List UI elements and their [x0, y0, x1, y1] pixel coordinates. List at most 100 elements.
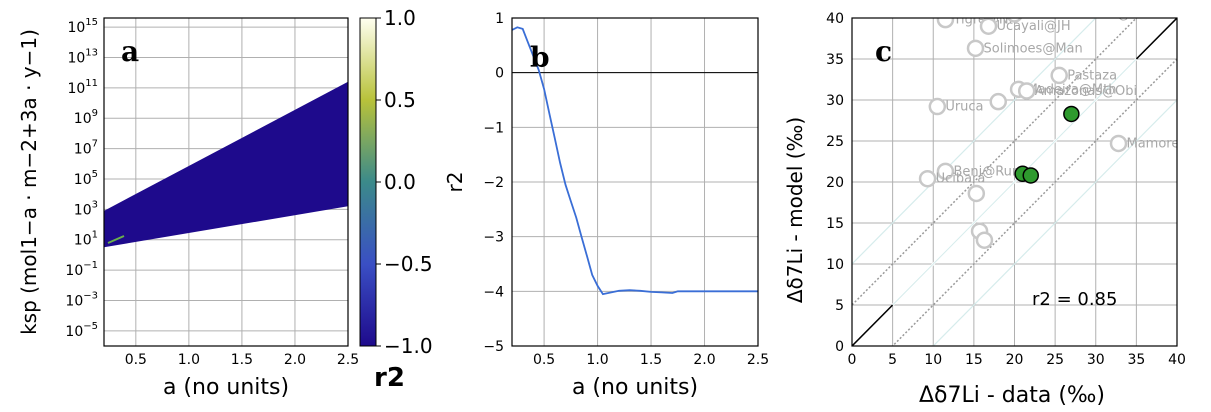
y-tick-label: 0 — [495, 66, 504, 82]
grey-point — [1006, 18, 1023, 23]
reference-line-faint — [892, 58, 1137, 306]
x-tick-label: 1.5 — [640, 352, 662, 368]
green-point — [1063, 105, 1080, 123]
x-tick-label: 10 — [924, 352, 942, 368]
grey-point — [936, 162, 955, 181]
grey-point — [979, 18, 998, 35]
y-tick-label: −4 — [483, 284, 504, 300]
x-tick-label: 20 — [1006, 352, 1024, 368]
grey-point — [975, 231, 994, 249]
heatmap-band — [104, 81, 348, 248]
grey-point — [936, 18, 955, 29]
grey-point — [970, 1, 985, 16]
grey-point — [989, 92, 1007, 111]
y-tick-label: 35 — [826, 52, 844, 68]
point-label: Mamore — [1127, 136, 1180, 151]
x-tick-label: 0.5 — [533, 352, 555, 368]
x-tick-label: 30 — [1087, 352, 1105, 368]
grey-point — [1109, 134, 1128, 153]
point-label: Ucibara — [936, 172, 986, 187]
x-tick-label: 5 — [888, 352, 897, 368]
x-tick-label: 0.5 — [125, 352, 147, 368]
y-tick-label: 30 — [826, 93, 844, 109]
green-point — [1022, 167, 1039, 184]
x-tick-label: 35 — [1127, 352, 1145, 368]
panel-c-frame — [851, 17, 1178, 347]
y-tick-label: 1015 — [67, 17, 98, 36]
x-tick-label: 2.5 — [337, 352, 359, 368]
panel-a-letter: a — [121, 35, 139, 68]
y-tick-label: 1 — [495, 11, 504, 27]
y-tick-label: 5 — [835, 298, 844, 314]
panel-c-letter: c — [875, 35, 892, 68]
x-tick-label: 1.0 — [586, 352, 608, 368]
point-label: Beni@Ri — [986, 1, 1040, 16]
x-tick-label: 0 — [848, 352, 857, 368]
x-tick-label: 2.0 — [284, 352, 306, 368]
point-label: Solimoes@Man — [984, 41, 1083, 56]
y-tick-label: 10−3 — [65, 290, 98, 309]
colorbar-tick-label: −1.0 — [384, 334, 433, 358]
heatmap-artifact — [107, 235, 125, 244]
reference-line — [932, 99, 1177, 346]
x-tick-label: 40 — [1168, 352, 1186, 368]
x-tick-label: 25 — [1046, 352, 1064, 368]
x-tick-label: 1.5 — [231, 352, 253, 368]
panel-a: a 0.5 1.0 1.5 2.0 2.5 10−5 10−3 10−1 101 103 105 1… — [17, 6, 433, 400]
grey-point — [1050, 66, 1068, 85]
y-tick-label: −1 — [483, 120, 504, 136]
y-tick-label: 0 — [835, 339, 844, 355]
colorbar-label: r2 — [374, 363, 405, 393]
point-label: Ucayali@JH — [997, 19, 1071, 34]
y-tick-label: 10−1 — [65, 260, 98, 279]
y-tick-label: 10 — [826, 257, 844, 273]
point-label: Beni@Rur — [953, 164, 1017, 179]
panel-a-frame — [103, 17, 349, 347]
y-tick-label: 109 — [74, 108, 98, 127]
x-tick-label: 2.0 — [693, 352, 715, 368]
panel-b-xlabel: a (no units) — [572, 375, 698, 400]
reference-line — [891, 58, 1177, 346]
y-tick-label: 1013 — [67, 47, 98, 66]
colorbar-tick-label: 1.0 — [384, 6, 416, 30]
y-tick-label: 25 — [826, 134, 844, 150]
y-tick-label: 101 — [74, 230, 98, 249]
grey-point — [967, 184, 986, 203]
panel-c-xlabel: Δδ7Li - data (‰) — [919, 383, 1105, 408]
y-tick-label: 107 — [74, 139, 98, 158]
grey-point — [928, 97, 947, 116]
y-tick-label: 103 — [74, 199, 98, 218]
reference-line — [852, 18, 1138, 306]
panel-b: b 0.5 1.0 1.5 2.0 2.5 1 0 −1 −2 −3 −4 −5 a (no uni… — [443, 11, 769, 400]
grey-point — [918, 169, 937, 188]
y-tick-label: 1011 — [67, 78, 98, 97]
x-tick-label: 2.5 — [747, 352, 769, 368]
y-tick-label: 10−5 — [65, 321, 98, 340]
colorbar-tick-label: −0.5 — [384, 252, 433, 276]
y-tick-label: −2 — [483, 175, 504, 191]
colorbar-tick-label: 0.5 — [384, 88, 416, 112]
y-tick-label: −5 — [483, 339, 504, 355]
y-tick-label: 40 — [826, 11, 844, 27]
grey-point — [966, 39, 985, 58]
panel-b-ylabel: r2 — [443, 172, 467, 193]
colorbar — [359, 17, 377, 347]
y-tick-label: 105 — [74, 169, 98, 188]
colorbar-tick-label: 0.0 — [384, 170, 416, 194]
grey-point — [1017, 82, 1036, 100]
panel-b-letter: b — [530, 41, 550, 74]
r2-annotation: r2 = 0.85 — [1032, 289, 1117, 310]
panel-c: Tigre@NlBeni@RiMadre-de-Dios@RiUcayali@J… — [783, 1, 1186, 408]
panel-c-ylabel: Δδ7Li - model (‰) — [783, 117, 807, 303]
x-tick-label: 15 — [965, 352, 983, 368]
point-label: Madre-de-Dios@Ri — [1023, 7, 1143, 22]
panel-a-xlabel: a (no units) — [163, 375, 289, 400]
point-label: Pastaza — [1067, 68, 1117, 83]
point-label: Madeira@Mth — [1027, 82, 1117, 97]
reference-line — [852, 18, 1097, 265]
y-tick-label: 20 — [826, 175, 844, 191]
point-label: Uruca — [945, 100, 983, 115]
panel-b-frame — [511, 17, 759, 347]
x-tick-label: 1.0 — [178, 352, 200, 368]
